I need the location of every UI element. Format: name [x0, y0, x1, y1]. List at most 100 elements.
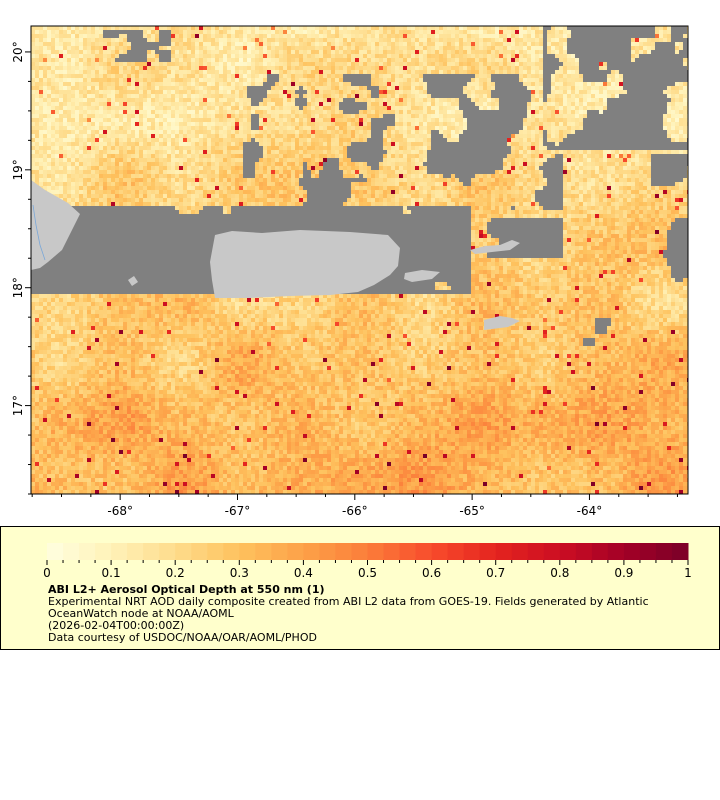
aod-cell — [675, 70, 679, 74]
aod-cell — [143, 86, 147, 90]
aod-cell — [239, 98, 243, 102]
aod-cell — [539, 74, 543, 78]
aod-cell — [123, 146, 127, 150]
aod-cell — [355, 26, 359, 30]
aod-cell — [167, 134, 171, 138]
aod-cell — [615, 142, 619, 146]
aod-cell — [211, 118, 215, 122]
aod-cell — [555, 58, 559, 62]
aod-cell — [311, 54, 315, 58]
aod-cell — [271, 134, 275, 138]
aod-cell — [407, 82, 411, 86]
aod-cell — [315, 82, 319, 86]
aod-cell — [287, 142, 291, 146]
aod-cell — [591, 90, 595, 94]
aod-cell — [395, 70, 399, 74]
aod-cell — [91, 42, 95, 46]
aod-cell — [631, 90, 635, 94]
aod-cell — [427, 70, 431, 74]
aod-cell — [63, 70, 67, 74]
aod-cell — [683, 74, 687, 78]
aod-cell — [279, 102, 283, 106]
aod-cell — [267, 74, 271, 78]
aod-cell — [219, 134, 223, 138]
aod-cell — [675, 46, 679, 50]
aod-cell — [595, 38, 599, 42]
aod-cell — [131, 94, 135, 98]
aod-cell — [467, 58, 471, 62]
aod-cell — [75, 66, 79, 70]
aod-cell — [35, 78, 39, 82]
aod-cell — [655, 30, 659, 34]
aod-cell — [627, 54, 631, 58]
aod-cell — [411, 74, 415, 78]
aod-cell — [511, 102, 515, 106]
aod-cell — [655, 86, 659, 90]
aod-cell — [231, 114, 235, 118]
aod-cell — [95, 78, 99, 82]
aod-cell — [291, 90, 295, 94]
aod-cell — [391, 54, 395, 58]
aod-cell — [223, 138, 227, 142]
aod-cell — [347, 118, 351, 122]
aod-cell — [167, 26, 171, 30]
aod-cell — [463, 122, 467, 126]
aod-cell — [407, 114, 411, 118]
aod-cell — [383, 138, 387, 142]
aod-cell — [67, 38, 71, 42]
aod-cell — [515, 30, 519, 34]
aod-cell — [179, 126, 183, 130]
aod-cell — [115, 146, 119, 150]
aod-cell — [467, 134, 471, 138]
aod-cell — [71, 146, 75, 150]
aod-cell — [447, 46, 451, 50]
aod-cell — [195, 62, 199, 66]
aod-cell — [63, 102, 67, 106]
aod-cell — [583, 106, 587, 110]
aod-cell — [267, 126, 271, 130]
aod-cell — [107, 142, 111, 146]
aod-cell — [427, 46, 431, 50]
aod-cell — [443, 62, 447, 66]
aod-cell — [459, 42, 463, 46]
aod-cell — [195, 118, 199, 122]
aod-cell — [555, 82, 559, 86]
aod-cell — [359, 94, 363, 98]
aod-cell — [231, 74, 235, 78]
aod-cell — [59, 122, 63, 126]
aod-cell — [575, 118, 579, 122]
aod-cell — [63, 62, 67, 66]
aod-cell — [139, 138, 143, 142]
aod-cell — [179, 106, 183, 110]
aod-cell — [499, 66, 503, 70]
aod-cell — [399, 38, 403, 42]
aod-cell — [271, 102, 275, 106]
aod-cell — [355, 78, 359, 82]
aod-cell — [387, 30, 391, 34]
aod-cell — [507, 54, 511, 58]
aod-cell — [343, 42, 347, 46]
aod-cell — [39, 102, 43, 106]
aod-cell — [387, 98, 391, 102]
aod-cell — [423, 106, 427, 110]
aod-cell — [399, 138, 403, 142]
aod-cell — [547, 38, 551, 42]
aod-cell — [535, 54, 539, 58]
aod-cell — [519, 114, 523, 118]
aod-cell — [135, 110, 139, 114]
aod-cell — [331, 122, 335, 126]
aod-cell — [347, 110, 351, 114]
aod-cell — [471, 142, 475, 146]
aod-cell — [87, 50, 91, 54]
aod-cell — [123, 74, 127, 78]
aod-cell — [543, 26, 547, 30]
aod-cell — [639, 54, 643, 58]
aod-cell — [163, 102, 167, 106]
aod-cell — [503, 66, 507, 70]
aod-cell — [131, 118, 135, 122]
aod-cell — [563, 114, 567, 118]
aod-cell — [83, 122, 87, 126]
aod-cell — [275, 86, 279, 90]
aod-cell — [531, 54, 535, 58]
aod-cell — [535, 90, 539, 94]
